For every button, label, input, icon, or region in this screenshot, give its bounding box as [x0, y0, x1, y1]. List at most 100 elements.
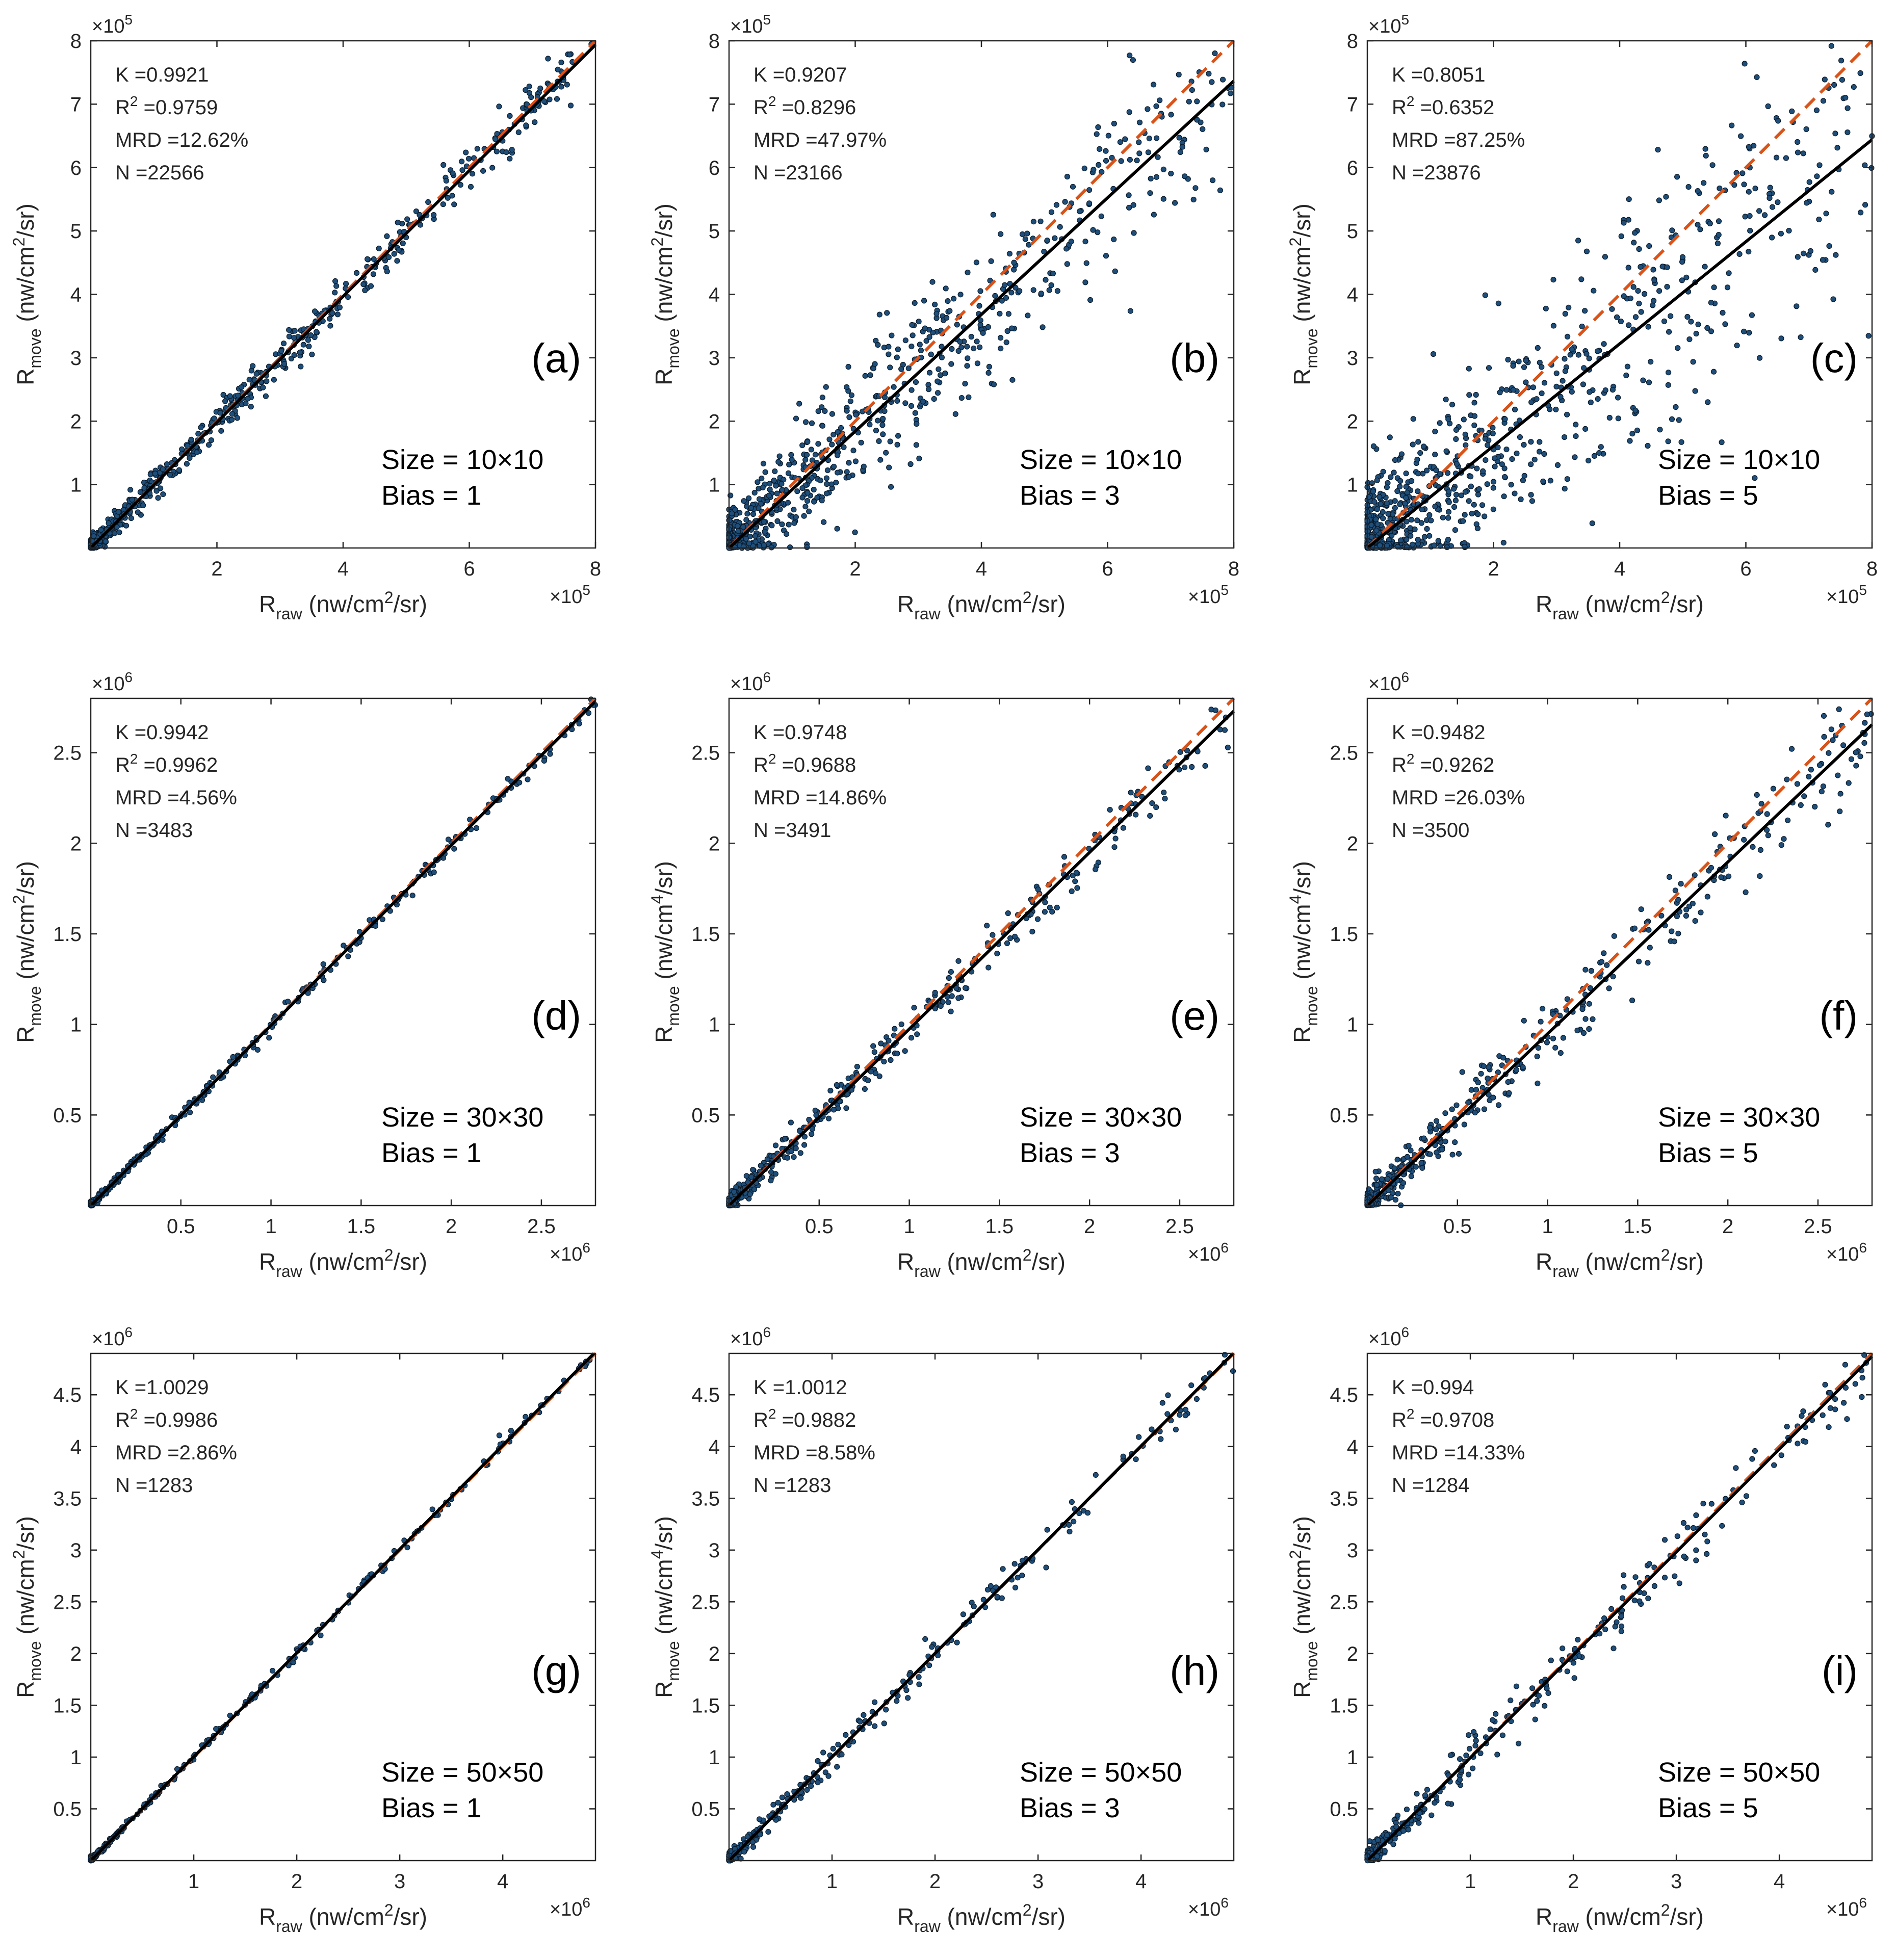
data-point [297, 349, 303, 356]
data-point [1657, 427, 1663, 433]
data-point [871, 1049, 877, 1055]
data-point [872, 361, 878, 367]
data-point [1064, 173, 1071, 180]
data-point [952, 411, 958, 417]
y-tick-label: 4 [70, 284, 82, 306]
data-point [1638, 906, 1644, 912]
data-point [1147, 813, 1153, 819]
data-point [766, 492, 772, 499]
data-point [1410, 416, 1416, 422]
data-point [286, 327, 292, 333]
bias-label: Bias = 5 [1658, 480, 1758, 511]
data-point [936, 366, 942, 372]
data-point [804, 1787, 810, 1793]
data-point [1579, 323, 1585, 329]
data-point [1857, 753, 1863, 760]
data-point [1098, 213, 1104, 219]
data-point [1485, 1076, 1491, 1082]
y-tick-label: 4.5 [53, 1384, 82, 1406]
data-point [760, 484, 766, 491]
data-point [1057, 224, 1063, 230]
data-point [750, 1844, 757, 1850]
data-point [1475, 1079, 1481, 1086]
data-point [1377, 542, 1383, 548]
data-point [819, 423, 826, 429]
data-point [1835, 772, 1841, 778]
data-point [155, 495, 161, 501]
data-point [1472, 1110, 1478, 1116]
text-fragment: 5 [763, 12, 771, 28]
data-point [1490, 485, 1496, 491]
data-point [467, 184, 474, 190]
data-point [1083, 260, 1089, 266]
y-tick-label: 0.5 [1330, 1104, 1358, 1127]
data-point [1004, 940, 1010, 947]
data-point [888, 1057, 894, 1063]
x-tick-label: 6 [1740, 558, 1751, 580]
data-point [1037, 218, 1044, 224]
data-point [1543, 305, 1549, 311]
data-point [1497, 389, 1503, 396]
data-point [431, 212, 437, 218]
data-point [1371, 499, 1378, 505]
data-point [1159, 1400, 1165, 1406]
data-point [1094, 131, 1100, 137]
text-fragment: 2 [648, 238, 666, 247]
text-fragment: 1 [466, 1793, 482, 1823]
data-point [1385, 1175, 1391, 1182]
data-point [1442, 1138, 1448, 1144]
y-tick-label: 6 [1347, 157, 1358, 179]
text-fragment: 26.03% [1456, 787, 1525, 809]
data-point [1646, 243, 1652, 249]
data-point [823, 475, 830, 481]
stat-k: K =0.9921 [115, 64, 209, 86]
data-point [1673, 404, 1679, 410]
data-point [1186, 98, 1192, 104]
data-point [1432, 503, 1438, 510]
panel-label: (d) [531, 993, 581, 1038]
data-point [1043, 1564, 1049, 1571]
text-fragment: R [12, 1026, 39, 1043]
data-point [1562, 434, 1568, 440]
data-point [1035, 886, 1041, 893]
data-point [246, 377, 252, 383]
text-fragment: (nw/cm [12, 904, 39, 986]
data-point [1826, 243, 1832, 249]
data-point [1858, 210, 1864, 216]
text-fragment: (nw/cm [302, 591, 384, 617]
stat-r2: R2 =0.6352 [1392, 93, 1494, 119]
data-point [1602, 387, 1608, 394]
text-fragment: N = [754, 162, 786, 184]
data-point [1514, 450, 1520, 457]
data-point [1741, 181, 1747, 188]
text-fragment: R [754, 754, 768, 776]
data-point [819, 498, 825, 504]
data-point [908, 343, 915, 350]
data-point [195, 431, 201, 437]
data-point [1490, 430, 1496, 436]
data-point [748, 505, 754, 511]
data-point [208, 437, 214, 443]
data-point [1678, 439, 1684, 445]
data-point [1573, 422, 1579, 428]
text-fragment: 2 [384, 1901, 394, 1919]
data-point [141, 485, 147, 491]
data-point [1560, 378, 1566, 384]
data-point [1398, 451, 1405, 457]
data-point [1466, 392, 1472, 398]
data-point [229, 416, 235, 423]
data-point [1126, 204, 1132, 211]
data-point [465, 155, 472, 162]
data-point [767, 486, 773, 492]
data-point [370, 271, 377, 277]
data-point [116, 529, 122, 535]
data-point [1428, 517, 1434, 524]
data-point [1109, 154, 1115, 161]
data-point [1082, 239, 1088, 245]
data-point [451, 201, 457, 207]
data-point [1120, 825, 1126, 831]
data-point [779, 1794, 786, 1800]
data-point [1695, 321, 1701, 328]
mult-base: ×10 [550, 1899, 582, 1920]
y-exponent-label: ×105 [730, 12, 771, 37]
